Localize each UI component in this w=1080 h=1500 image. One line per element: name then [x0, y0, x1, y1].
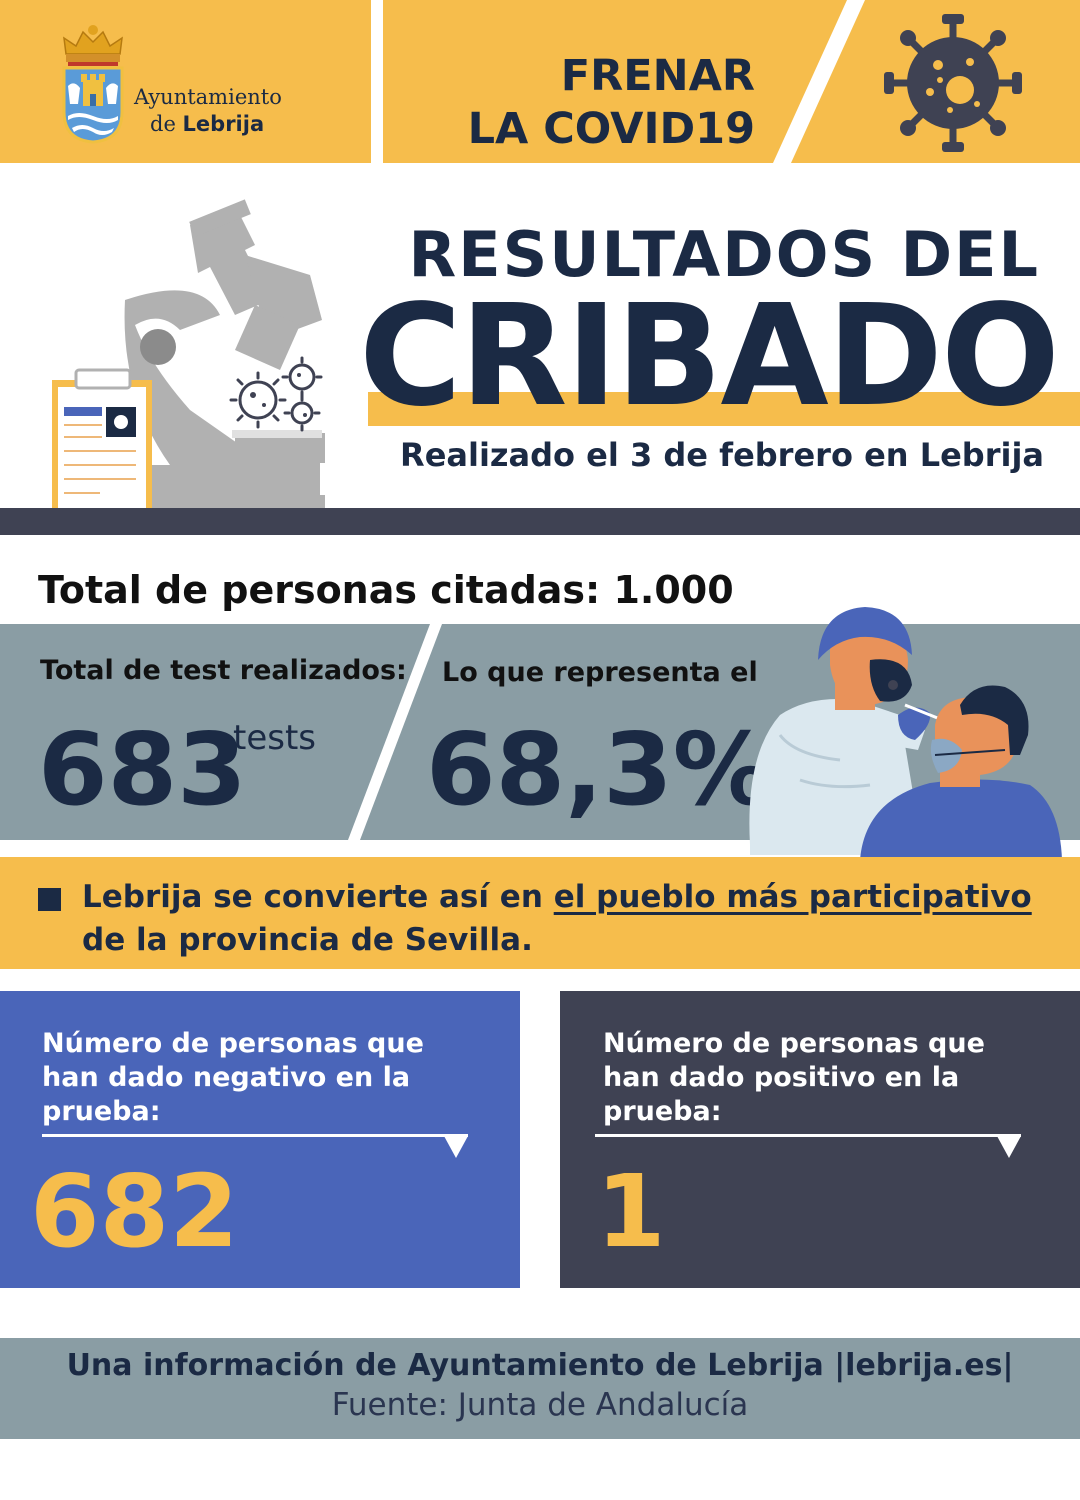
highlight-text-post: de la provincia de Sevilla.: [82, 922, 533, 958]
negative-underline: [42, 1134, 468, 1137]
title-highlight-bar: [368, 392, 1080, 426]
triangle-down-icon: [444, 1136, 468, 1158]
percent-value: 68,3%: [426, 711, 773, 828]
subtitle: Realizado el 3 de febrero en Lebrija: [400, 436, 1044, 474]
slogan-line2: LA COVID19: [467, 104, 755, 154]
negative-results-box: [0, 991, 520, 1288]
coat-of-arms-icon: [62, 25, 124, 144]
footer-credit: Una información de Ayuntamiento de Lebri…: [66, 1348, 1014, 1383]
tests-value: 683: [38, 711, 247, 828]
bullet-square-icon: [38, 888, 61, 911]
stats-diagonal-divider: [348, 624, 442, 840]
header-diagonal-divider: [773, 0, 865, 163]
total-citadas: Total de personas citadas: 1.000: [38, 568, 734, 612]
positive-underline: [595, 1134, 1021, 1137]
divider-band: [0, 508, 1080, 535]
logo-text: Ayuntamiento de Lebrija: [134, 84, 282, 138]
positive-label: Número de personas que han dado positivo…: [603, 1028, 985, 1127]
logo-line2: de Lebrija: [150, 112, 265, 136]
tests-label: Total de test realizados:: [40, 655, 407, 686]
highlight-text: Lebrija se convierte así en el pueblo má…: [82, 876, 1032, 962]
swab-test-illustration: [749, 607, 1062, 860]
title-line2: CRIBADO: [359, 275, 1060, 438]
microscope-illustration: [52, 199, 325, 525]
negative-label: Número de personas que han dado negativo…: [42, 1028, 424, 1127]
slogan: FRENAR LA COVID19: [468, 50, 755, 156]
highlight-text-underlined: el pueblo más participativo: [553, 879, 1032, 915]
triangle-down-icon: [997, 1136, 1021, 1158]
slogan-line1: FRENAR: [560, 51, 755, 101]
percent-label: Lo que representa el: [442, 657, 758, 688]
footer-source: Fuente: Junta de Andalucía: [331, 1387, 749, 1423]
negative-value: 682: [30, 1153, 239, 1270]
positive-value: 1: [596, 1153, 666, 1270]
footer: Una información de Ayuntamiento de Lebri…: [0, 1338, 1080, 1439]
highlight-text-pre: Lebrija se convierte así en: [82, 879, 554, 915]
positive-results-box: [560, 991, 1080, 1288]
title-line1: RESULTADOS DEL: [408, 218, 1040, 291]
tests-unit: tests: [233, 718, 317, 758]
logo-line1: Ayuntamiento: [134, 85, 282, 109]
highlight-band: [0, 857, 1080, 969]
header-left-panel: [0, 0, 371, 163]
virus-icon: [884, 14, 1022, 152]
